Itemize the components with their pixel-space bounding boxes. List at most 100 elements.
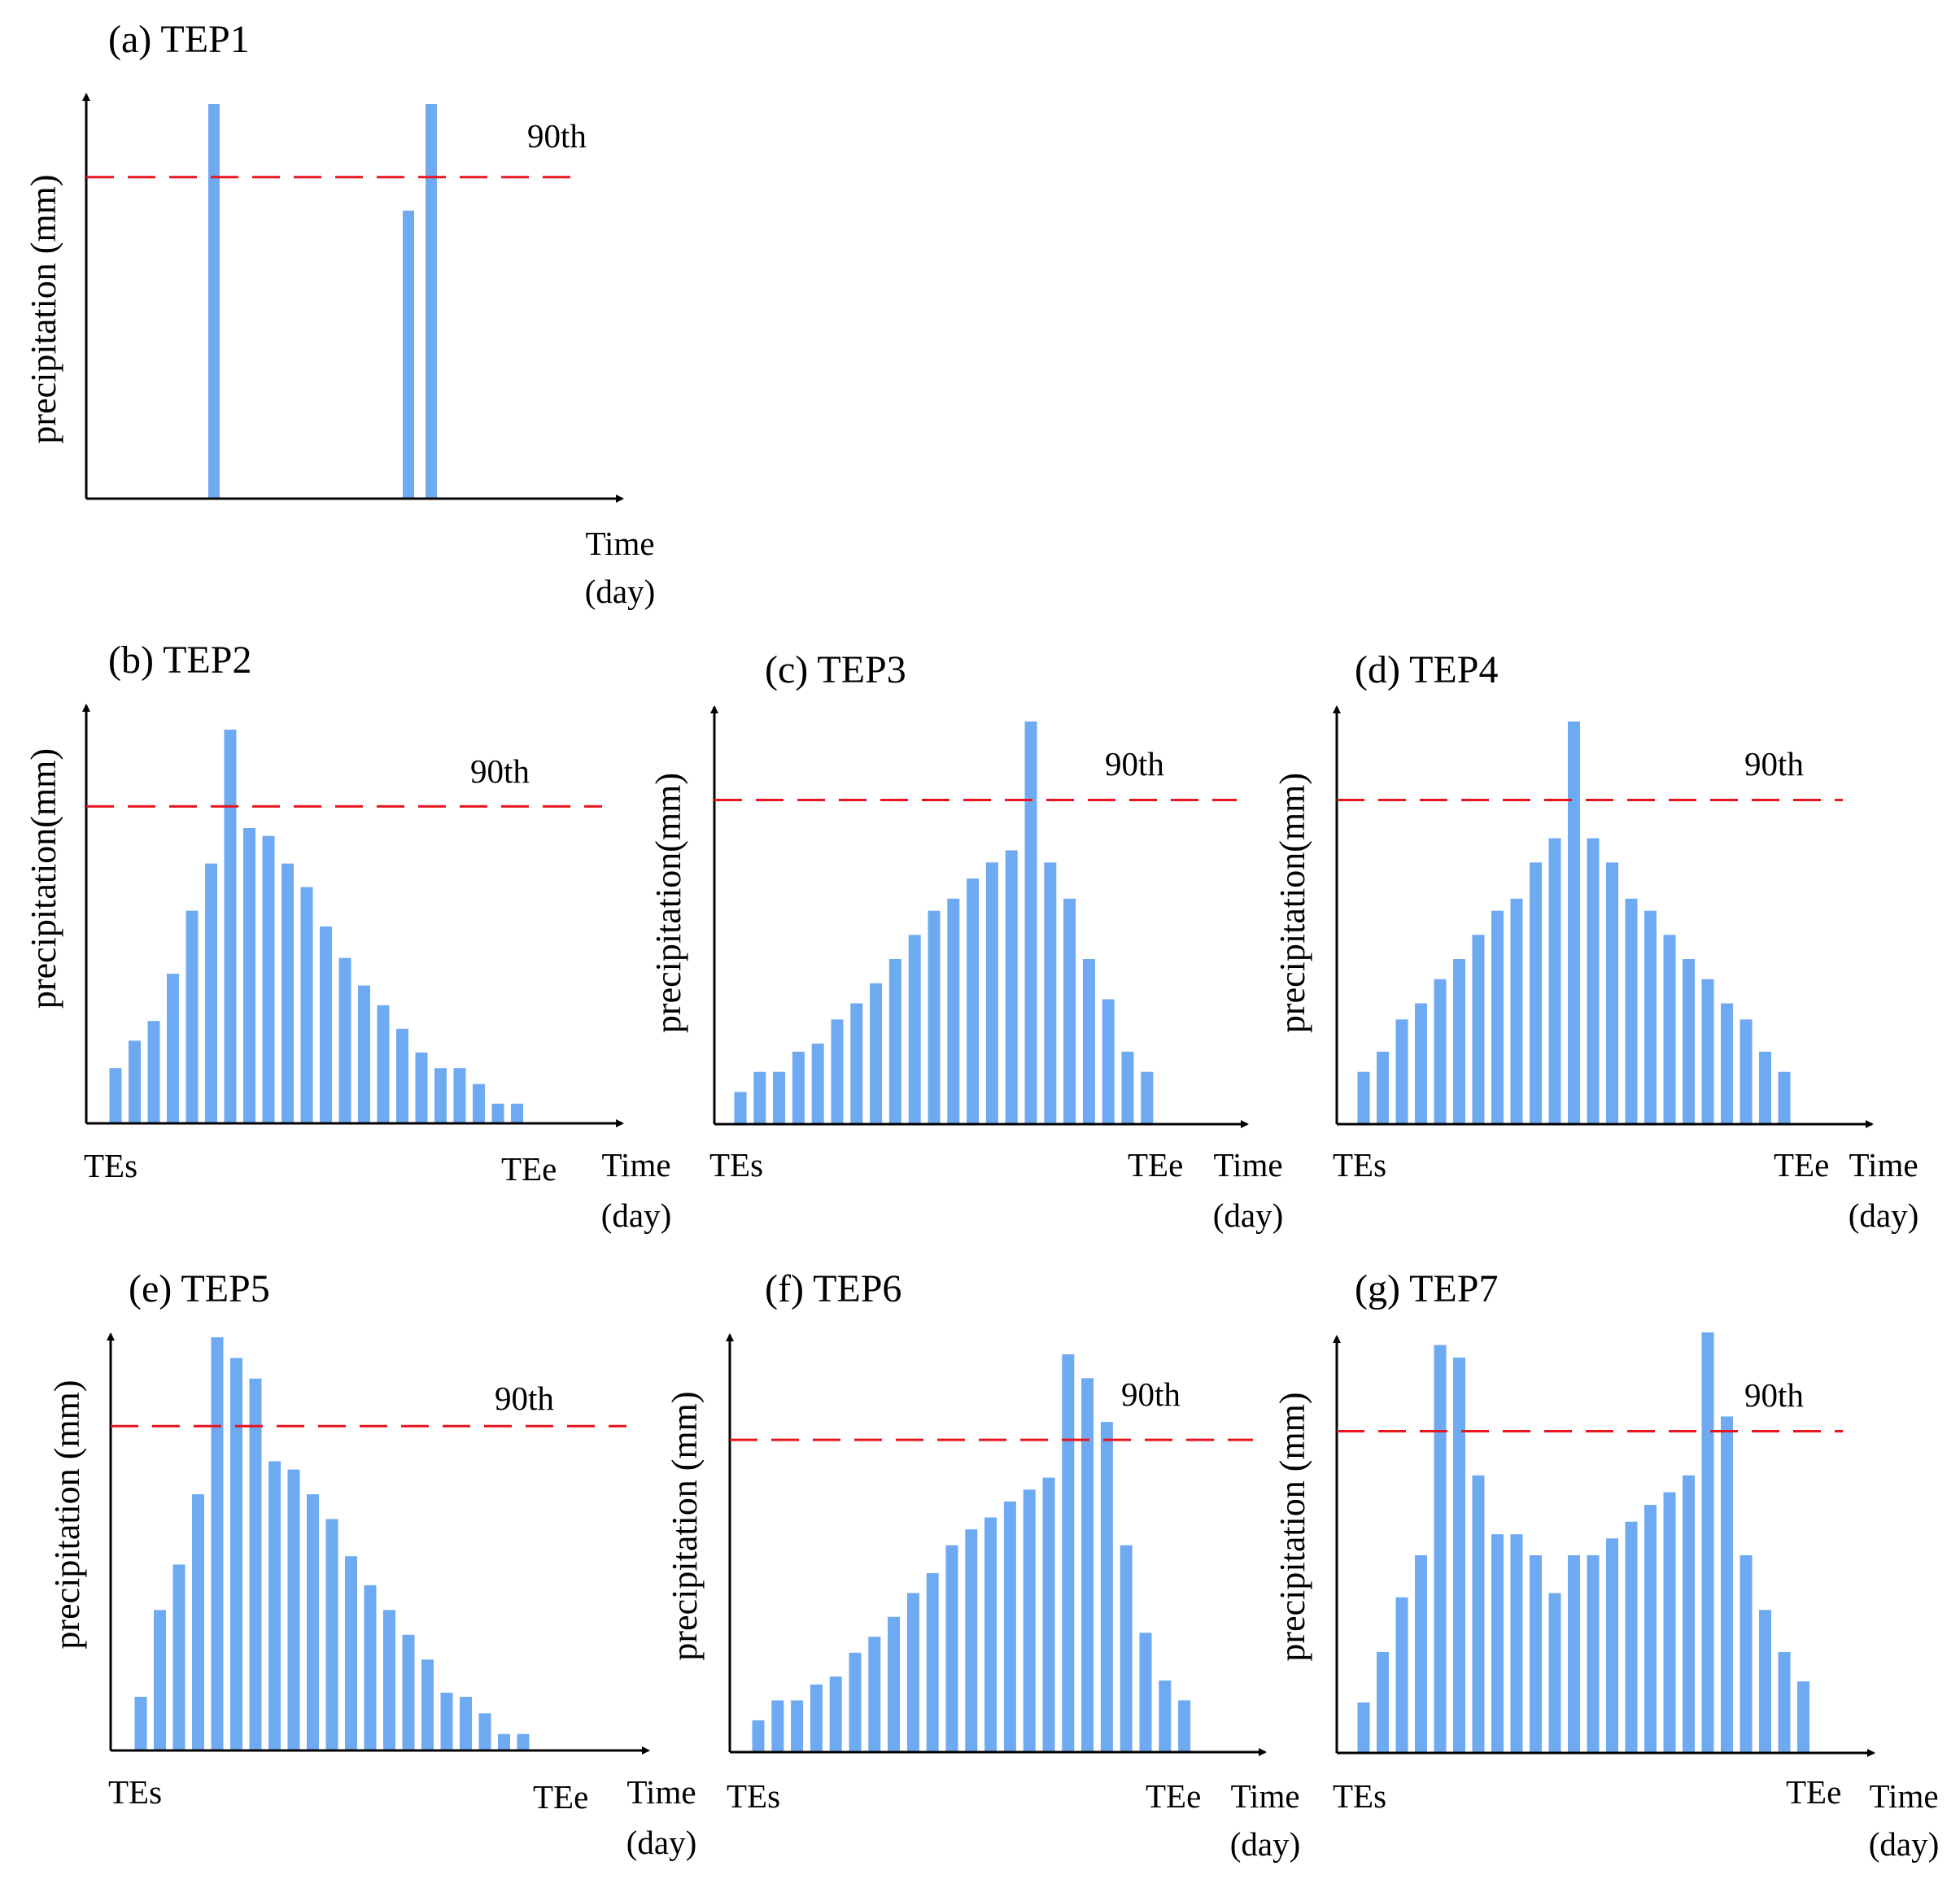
bar [1797, 1681, 1809, 1752]
bar [1472, 935, 1485, 1123]
panel-title: (b) TEP2 [108, 639, 251, 682]
bar [965, 1529, 978, 1751]
x-axis-label-time: Time [626, 1773, 696, 1811]
x-axis-label-unit: (day) [1213, 1197, 1284, 1234]
bar [1683, 959, 1695, 1123]
bar [287, 1469, 300, 1750]
bar [928, 910, 941, 1123]
bar [773, 1071, 786, 1123]
bar [1721, 1416, 1733, 1752]
bar [478, 1713, 491, 1750]
threshold-label: 90th [527, 117, 587, 155]
bar [1510, 1534, 1523, 1752]
x-axis-label-unit: (day) [585, 573, 656, 610]
bar [453, 1068, 466, 1123]
panel-title: (e) TEP5 [129, 1267, 270, 1310]
bar [208, 104, 220, 498]
y-axis-label: precipitation(mm) [24, 748, 63, 1009]
start-label: TEs [727, 1777, 780, 1815]
bar [888, 1616, 901, 1751]
bar [440, 1692, 453, 1750]
bar [791, 1700, 804, 1751]
y-axis-label: precipitation(mm) [1272, 773, 1312, 1033]
bar [511, 1103, 523, 1123]
bar [377, 1005, 390, 1123]
end-label: TEe [1128, 1146, 1183, 1184]
bar [1395, 1597, 1408, 1752]
bar [1778, 1651, 1791, 1752]
bar [1141, 1071, 1154, 1123]
bar [1587, 1555, 1600, 1752]
start-label: TEs [84, 1147, 138, 1184]
bar [771, 1700, 784, 1751]
bar [1625, 898, 1638, 1123]
bar [1178, 1700, 1191, 1751]
bar [268, 1461, 281, 1750]
bar [868, 1637, 881, 1751]
bar [926, 1573, 939, 1751]
bar [1644, 910, 1657, 1123]
bar [224, 730, 237, 1123]
bar [734, 1092, 747, 1123]
bar [1121, 1051, 1134, 1123]
bar [753, 1071, 766, 1123]
end-label: TEe [501, 1150, 557, 1188]
bar [1395, 1019, 1408, 1123]
threshold-label: 90th [495, 1380, 554, 1417]
bar [1377, 1051, 1389, 1123]
bar [307, 1494, 319, 1750]
bar [1491, 1534, 1504, 1752]
start-label: TEs [1333, 1777, 1386, 1815]
panel-title: (f) TEP6 [765, 1267, 901, 1310]
bar-group [208, 104, 437, 498]
bar [1005, 850, 1018, 1123]
bar [1159, 1681, 1172, 1751]
bar [1568, 722, 1580, 1123]
bar [1120, 1545, 1133, 1751]
bar [243, 828, 255, 1123]
panel-tep5: (e) TEP5 precipitation (mm) 90th TEs TEe… [47, 1267, 696, 1861]
bar [338, 957, 351, 1123]
bar [849, 1652, 862, 1751]
threshold-label: 90th [1121, 1375, 1181, 1413]
x-axis-label-time: Time [601, 1146, 670, 1184]
x-axis-label-unit: (day) [1869, 1825, 1940, 1863]
bar [829, 1676, 842, 1751]
bar [358, 985, 370, 1123]
bar [426, 104, 437, 498]
bar [1042, 1477, 1055, 1751]
bar [345, 1556, 357, 1750]
bar [320, 926, 332, 1123]
bar [908, 935, 921, 1123]
bar [810, 1684, 823, 1751]
bar-group [109, 730, 523, 1123]
bar [1023, 1489, 1036, 1751]
panel-title: (d) TEP4 [1355, 648, 1498, 691]
start-label: TEs [108, 1773, 162, 1811]
bar [1357, 1071, 1370, 1123]
x-axis-label-time: Time [1849, 1146, 1918, 1184]
bar [1491, 910, 1504, 1123]
start-label: TEs [1333, 1146, 1386, 1184]
x-axis-label-time: Time [585, 525, 654, 562]
bar [870, 983, 883, 1123]
bar [1434, 1345, 1447, 1752]
start-label: TEs [709, 1146, 763, 1184]
panel-tep2: (b) TEP2 precipitation(mm) 90th TEs TEe … [24, 639, 671, 1234]
threshold-label: 90th [1744, 1376, 1804, 1414]
bar [396, 1028, 408, 1123]
bar [1701, 979, 1714, 1123]
bar [517, 1733, 530, 1750]
bar [1530, 1555, 1542, 1752]
bar [205, 863, 217, 1123]
threshold-label: 90th [1105, 745, 1164, 783]
bar [421, 1659, 434, 1750]
bar [300, 887, 313, 1123]
bar [1082, 959, 1095, 1123]
bar [1024, 722, 1037, 1123]
bar [460, 1697, 472, 1750]
bar [491, 1103, 504, 1123]
bar [1568, 1555, 1580, 1752]
bar [1644, 1505, 1657, 1752]
